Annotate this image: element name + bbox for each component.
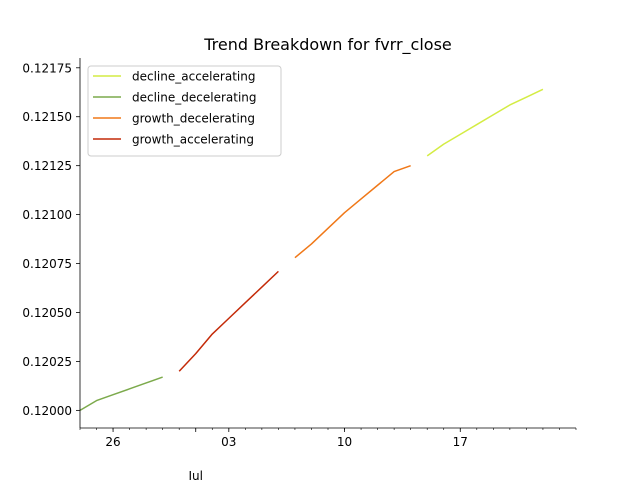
y-tick-label: 0.12050	[22, 306, 72, 320]
y-tick-label: 0.12150	[22, 110, 72, 124]
y-tick-label: 0.12000	[22, 404, 72, 418]
legend-box	[87, 65, 282, 157]
legend-label-growth_decelerating: growth_decelerating	[132, 112, 255, 126]
legend-label-growth_accelerating: growth_accelerating	[132, 133, 254, 147]
series-line-growth_decelerating	[294, 164, 411, 259]
series-line-growth_accelerating	[178, 270, 279, 372]
y-tick-label: 0.12025	[22, 355, 72, 369]
y-tick-label: 0.12075	[22, 257, 72, 271]
y-tick-label: 0.12100	[22, 208, 72, 222]
axes-layer: 0.12000 0.12025 0.12050 0.12075 0.12100 0.121…	[22, 58, 577, 480]
y-tick-label: 0.12125	[22, 159, 72, 173]
x-month-label: Jul	[187, 469, 202, 480]
x-tick-label: 17	[453, 435, 468, 449]
series-layer	[79, 88, 544, 412]
legend: decline_accelerating decline_decelerating…	[87, 65, 282, 157]
series-line-decline_decelerating	[79, 376, 163, 412]
x-tick-label: 26	[105, 435, 120, 449]
x-tick-label: 10	[337, 435, 352, 449]
series-line-decline_accelerating	[426, 88, 544, 157]
legend-label-decline_accelerating: decline_accelerating	[132, 70, 255, 84]
chart-title: Trend Breakdown for fvrr_close	[203, 35, 452, 55]
y-tick-label: 0.12175	[22, 61, 72, 75]
x-tick-label: 03	[221, 435, 236, 449]
legend-label-decline_decelerating: decline_decelerating	[132, 91, 257, 105]
